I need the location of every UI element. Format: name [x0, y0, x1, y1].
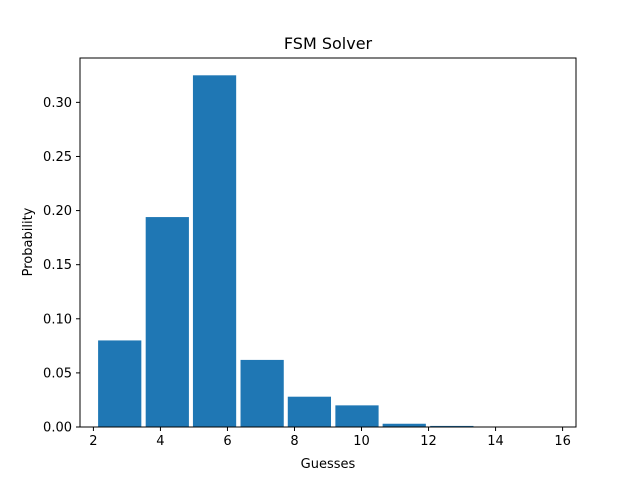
y-tick-label: 0.00	[43, 421, 72, 436]
bar-2	[192, 75, 237, 427]
bar-4	[287, 396, 332, 427]
y-tick-label: 0.30	[43, 96, 72, 111]
bar-1	[145, 217, 189, 427]
x-tick-label: 14	[487, 434, 504, 449]
x-tick-label: 6	[223, 434, 231, 449]
y-tick-label: 0.25	[43, 150, 72, 165]
x-tick-label: 10	[353, 434, 370, 449]
bar-6	[382, 423, 426, 427]
bar-5	[335, 405, 379, 427]
x-axis-label: Guesses	[301, 457, 356, 472]
x-tick-label: 4	[156, 434, 164, 449]
x-tick-label: 2	[89, 434, 97, 449]
chart-title: FSM Solver	[284, 34, 373, 53]
y-tick-label: 0.10	[43, 312, 72, 327]
y-axis-ticks: 0.00 0.05 0.10 0.15 0.20 0.25 0.30	[43, 96, 80, 436]
y-axis-label: Probability	[21, 207, 36, 276]
bars-group	[98, 75, 474, 427]
x-axis-ticks: 2 4 6 8 10 12 14 16	[89, 427, 571, 449]
bar-3	[240, 359, 284, 427]
y-tick-label: 0.05	[43, 366, 72, 381]
bar-7	[430, 425, 474, 427]
bar-0	[98, 340, 142, 427]
y-tick-label: 0.20	[43, 204, 72, 219]
plot-frame	[79, 57, 577, 428]
y-tick-label: 0.15	[43, 258, 72, 273]
x-tick-label: 16	[554, 434, 571, 449]
x-tick-label: 8	[290, 434, 298, 449]
x-tick-label: 12	[420, 434, 437, 449]
